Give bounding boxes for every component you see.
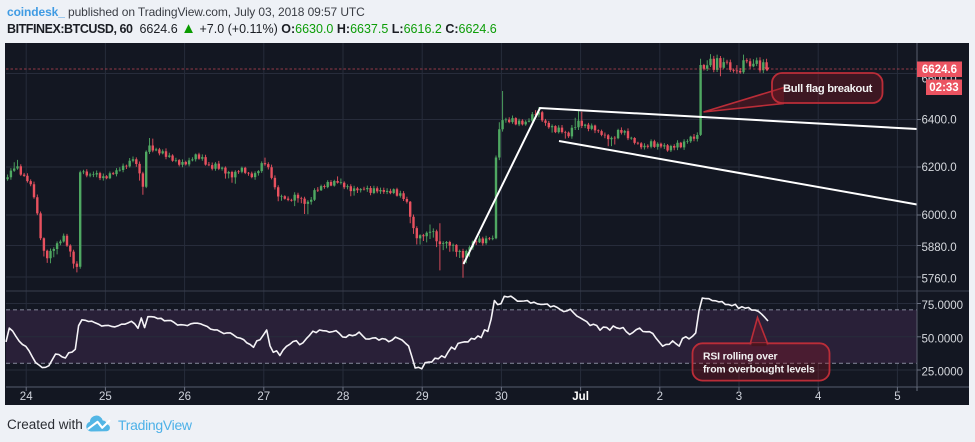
svg-text:4: 4: [815, 391, 822, 403]
svg-text:6624.6: 6624.6: [922, 64, 957, 76]
svg-text:6000.0: 6000.0: [922, 210, 957, 222]
svg-text:6200.0: 6200.0: [922, 162, 957, 174]
svg-text:26: 26: [178, 391, 191, 403]
svg-text:5880.0: 5880.0: [922, 242, 957, 254]
svg-text:3: 3: [736, 391, 742, 403]
svg-text:Bull flag breakout: Bull flag breakout: [783, 83, 873, 95]
svg-text:27: 27: [257, 391, 270, 403]
svg-text:25.0000: 25.0000: [922, 367, 964, 379]
svg-text:24: 24: [20, 391, 33, 403]
svg-text:75.0000: 75.0000: [922, 300, 964, 312]
svg-text:2: 2: [657, 391, 663, 403]
svg-text:from overbought levels: from overbought levels: [703, 365, 815, 376]
svg-text:02:33: 02:33: [929, 82, 958, 94]
svg-text:28: 28: [337, 391, 350, 403]
svg-text:RSI rolling over: RSI rolling over: [703, 352, 777, 363]
svg-text:50.0000: 50.0000: [922, 333, 964, 345]
svg-text:25: 25: [99, 391, 112, 403]
svg-text:6400.0: 6400.0: [922, 115, 957, 127]
svg-text:30: 30: [495, 391, 508, 403]
svg-text:5: 5: [894, 391, 900, 403]
svg-text:5760.0: 5760.0: [922, 274, 957, 286]
svg-text:Jul: Jul: [572, 391, 589, 403]
svg-text:29: 29: [416, 391, 429, 403]
